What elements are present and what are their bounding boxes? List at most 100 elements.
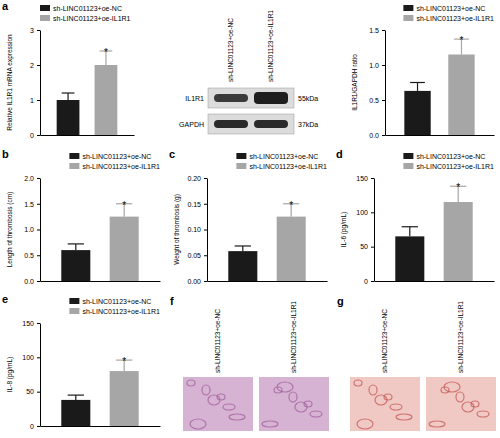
y-axis-line [385,31,386,136]
marks [228,204,305,281]
bar [61,400,90,426]
legend-swatch [236,153,246,159]
significance-mark: * [122,200,126,211]
blot-membrane [208,114,294,134]
y-tick: 0 [30,132,40,139]
micrograph-texture [304,401,312,407]
y-tick-mark [371,247,374,248]
significance-mark: * [104,47,108,58]
panel-label: c [169,148,175,160]
legend-label: sh-LINC01123+oe-IL1R1 [82,308,160,315]
y-tick-label: 0 [30,423,34,430]
x-axis-line [386,135,495,136]
lane-label: sh-LINC01123+oe-NC [227,18,234,82]
band-label: GAPDH [179,121,204,128]
y-tick-label: 0.0 [369,132,379,139]
legend: sh-LINC01123+oe-NCsh-LINC01123+oe-IL1R1 [69,153,160,170]
marks [61,360,138,426]
x-axis [208,281,328,283]
significance-mark: * [122,356,126,367]
y-tick: 0.10 [187,226,207,233]
plot-area: 0 1 2 3 * Relative IL1R1 mRNA expression [6,27,135,139]
marks [404,39,474,135]
micrograph-texture [277,382,293,392]
y-tick: 2 [30,62,40,69]
y-tick-label: 2 [30,62,34,69]
micrograph [350,377,420,431]
plot-area: 0.000.050.100.150.20*Weight of thrombosi… [173,175,328,285]
y-tick: 100 [22,354,40,361]
legend-swatch [403,153,413,159]
x-axis-line [41,426,161,427]
western-blot: sh-LINC01123+oe-NCsh-LINC01123+oe-IL1R1I… [179,10,318,134]
error-bar [402,227,418,237]
image-panel: gsh-LINC01123+oe-NCsh-LINC01123+oe-IL1R1 [337,295,496,431]
y-axis-line [207,179,208,282]
error-bar [410,83,425,91]
chart-panel: 050100150*IL-8 (pg/mL)esh-LINC01123+oe-N… [2,293,161,430]
plot-area: 0.00.51.01.52.0*Length of thrombosis (cm… [6,175,161,285]
y-tick-label: 0.00 [187,278,201,285]
y-axis-title: IL-6 (pg/mL) [340,212,348,247]
y-tick-label: 0.05 [187,252,201,259]
blot-membrane [208,88,294,108]
significance-mark: * [289,200,293,211]
legend-item: sh-LINC01123+oe-NC [403,153,485,160]
y-tick-mark [382,135,385,136]
micrograph-texture [289,392,297,402]
y-tick-label: 1.5 [369,27,379,34]
y-tick-label: 3 [30,27,34,34]
legend-swatch [69,308,79,314]
legend: sh-LINC01123+oe-NCsh-LINC01123+oe-IL1R1 [40,5,131,22]
y-tick: 0.0 [369,132,385,139]
y-axis: 0.00.51.01.5 [369,27,385,139]
error-bar-stem [409,227,410,237]
y-tick-label: 0.5 [24,252,34,259]
error-bar-stem [75,244,76,250]
micrograph-texture [357,419,373,429]
y-tick: 50 [26,388,40,395]
legend-item: sh-LINC01123+oe-IL1R1 [40,15,131,22]
y-tick-mark [37,426,40,427]
y-tick-label: 1 [30,97,34,104]
y-tick: 0.20 [187,175,207,182]
blot-band [214,94,248,102]
y-tick-mark [371,281,374,282]
error-bar-stem [417,83,418,91]
x-axis-line [41,135,135,136]
legend-label: sh-LINC01123+oe-IL1R1 [53,15,131,22]
bar [61,250,90,281]
legend-swatch [236,163,246,169]
legend: sh-LINC01123+oe-NCsh-LINC01123+oe-IL1R1 [236,153,327,170]
legend-item: sh-LINC01123+oe-NC [69,153,151,160]
plot-area: 050100150*IL-6 (pg/mL) [340,175,495,285]
y-tick-label: 0.0 [24,278,34,285]
y-tick-mark [37,230,40,231]
y-tick-label: 0.15 [187,200,201,207]
y-axis-line [374,179,375,282]
legend-swatch [403,15,413,21]
micrograph-texture [190,419,206,429]
micrograph-texture [369,385,377,395]
error-bar-stem [75,395,76,400]
y-tick-mark [37,255,40,256]
y-tick-label: 1.0 [24,226,34,233]
legend-swatch [403,163,413,169]
y-tick-mark [382,30,385,31]
y-tick-mark [37,100,40,101]
legend-label: sh-LINC01123+oe-NC [82,153,151,160]
y-tick-label: 2.0 [24,175,34,182]
y-tick-mark [37,178,40,179]
lane-label: sh-LINC01123+oe-NC [381,309,388,373]
micrograph-texture [310,411,322,417]
micrograph-background [426,377,496,431]
y-tick: 0.5 [24,252,40,259]
y-tick: 150 [22,320,40,327]
lane-label: sh-LINC01123+oe-IL1R1 [290,301,297,373]
error-bar [68,244,84,250]
y-tick-label: 150 [356,175,368,182]
y-axis-title: Relative IL1R1 mRNA expression [6,34,14,131]
y-axis-line [40,179,41,282]
micrograph [183,377,253,431]
micrograph-background [350,377,420,431]
